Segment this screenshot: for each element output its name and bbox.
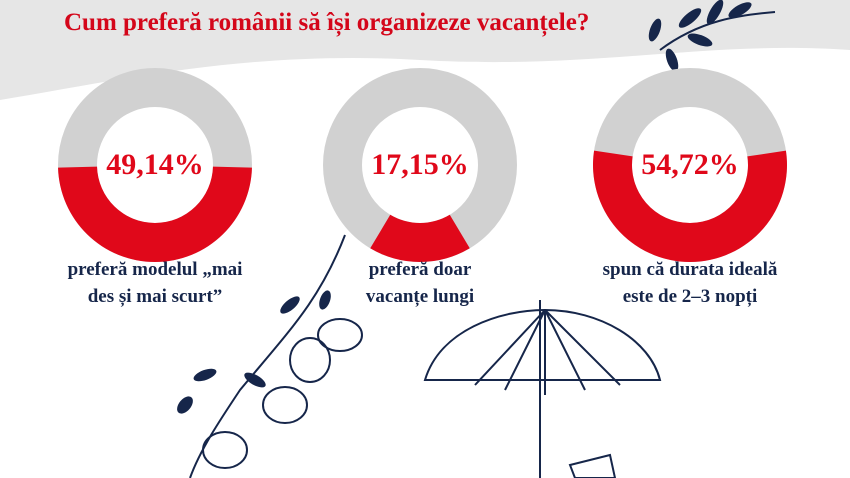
beach-umbrella: [423, 300, 662, 478]
lemon-branch: [177, 234, 363, 478]
value-label: 17,15%: [371, 148, 469, 181]
title: Cum preferă românii să își organizeze va…: [64, 9, 589, 37]
caption: des și mai scurt”: [88, 286, 223, 307]
header-wave: [0, 0, 850, 100]
donut-segment: [370, 214, 470, 262]
caption: preferă modelul „mai: [68, 259, 243, 280]
caption: preferă doar: [369, 259, 472, 280]
leaf-branch: [648, 0, 776, 72]
caption: vacanțe lungi: [366, 286, 474, 307]
caption: este de 2–3 nopți: [623, 286, 758, 307]
donut-segment: [593, 150, 787, 262]
value-label: 49,14%: [106, 148, 204, 181]
donut-segment: [58, 166, 252, 262]
caption: spun că durata ideală: [603, 259, 778, 280]
value-label: 54,72%: [641, 148, 739, 181]
